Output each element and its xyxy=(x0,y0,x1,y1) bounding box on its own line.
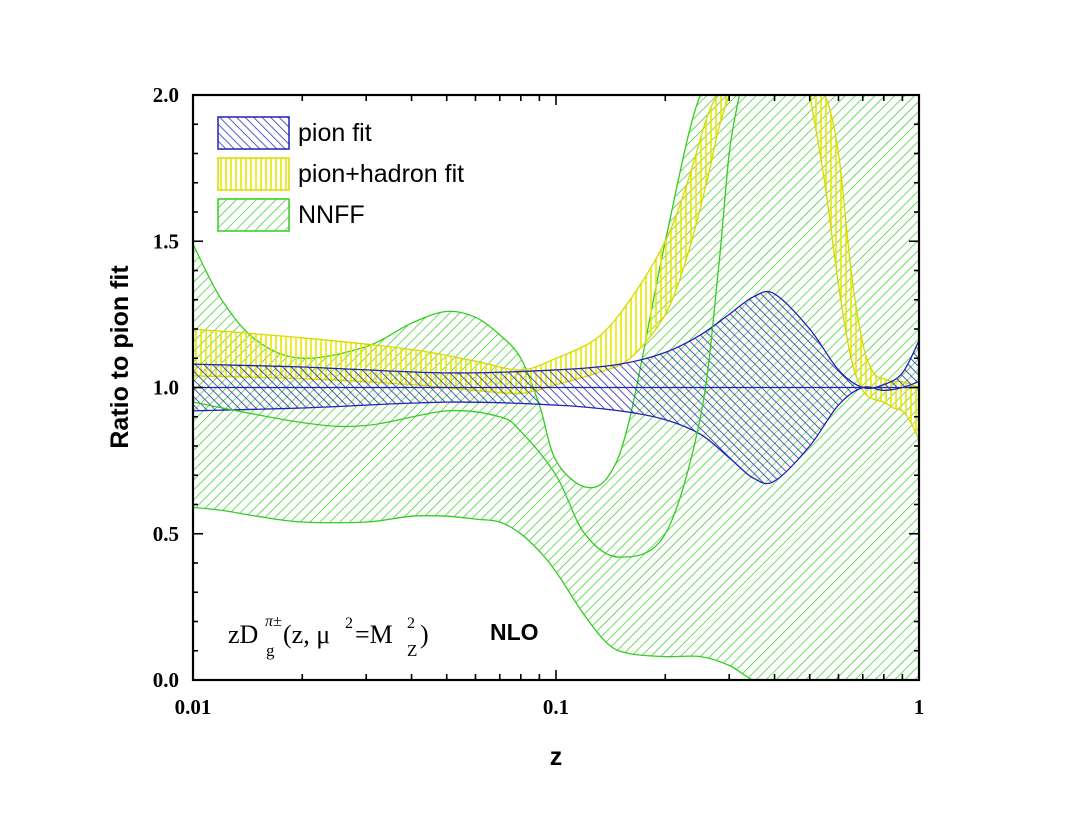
nnff-central-line xyxy=(193,95,741,558)
x-tick-label: 0.01 xyxy=(175,695,212,719)
legend: pion fit pion+hadron fit NNFF xyxy=(217,116,464,232)
legend-swatch-hadron xyxy=(217,157,290,191)
band-nnff-3 xyxy=(193,95,919,680)
order-label: NLO xyxy=(490,619,539,645)
legend-swatch-nnff xyxy=(217,198,290,232)
legend-label-pion: pion fit xyxy=(298,119,372,147)
y-tick-label: 1.5 xyxy=(153,229,179,253)
x-tick-label: 1 xyxy=(914,695,925,719)
formula-annotation: zD g π± (z, μ 2 =M 2 Z ) xyxy=(228,613,429,660)
bands-layer xyxy=(193,95,919,680)
legend-item-hadron: pion+hadron fit xyxy=(217,157,464,191)
y-tick-label: 1.0 xyxy=(153,376,179,400)
formula-m-sup: 2 xyxy=(407,615,415,632)
legend-item-nnff: NNFF xyxy=(217,198,365,232)
formula-args: (z, μ xyxy=(283,620,330,649)
formula-sub: g xyxy=(266,641,275,660)
legend-item-pion: pion fit xyxy=(217,116,372,150)
y-tick-label: 0.5 xyxy=(153,522,179,546)
y-tick-label: 0.0 xyxy=(153,668,179,692)
formula-eq: =M xyxy=(355,620,393,649)
formula-close: ) xyxy=(420,620,429,649)
ticks-layer: 0.01 0.1 1 0.0 0.5 1.0 1.5 2.0 xyxy=(153,83,925,719)
y-axis-title: Ratio to pion fit xyxy=(106,265,134,449)
y-tick-label: 2.0 xyxy=(153,83,179,107)
x-axis-title: z xyxy=(550,743,563,771)
formula-sup: π± xyxy=(265,613,282,630)
formula-mu-sup: 2 xyxy=(345,615,353,632)
formula-prefix: zD xyxy=(228,620,258,649)
x-tick-label: 0.1 xyxy=(543,695,569,719)
legend-label-nnff: NNFF xyxy=(298,201,365,229)
legend-label-hadron: pion+hadron fit xyxy=(298,160,464,188)
legend-swatch-pion xyxy=(217,116,290,150)
formula-m-sub: Z xyxy=(407,641,417,660)
